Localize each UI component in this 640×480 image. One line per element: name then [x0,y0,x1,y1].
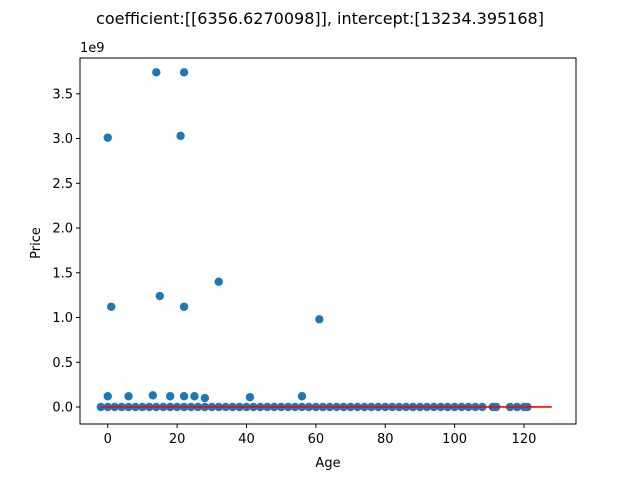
y-offset-label: 1e9 [80,41,105,56]
x-axis-ticks: 0 20 40 60 80 100 120 [104,424,537,447]
scatter-point [179,68,189,77]
chart-title: coefficient:[[6356.6270098]], intercept:… [96,9,544,28]
scatter-point [297,392,307,401]
scatter-point [214,277,223,286]
y-axis-label: Price [29,227,44,259]
y-tick-label: 0.0 [52,400,73,415]
scatter-point [179,302,189,311]
scatter-point [176,131,185,141]
scatter-point [155,291,164,301]
x-tick-label: 60 [308,432,325,447]
x-tick-label: 40 [238,432,255,447]
scatter-point [107,302,116,311]
y-tick-label: 3.0 [52,132,73,147]
y-tick-label: 3.5 [52,87,73,102]
scatter-point [200,393,210,403]
scatter-point [148,391,158,400]
scatter-point [315,315,324,324]
scatter-point [190,392,199,401]
x-tick-label: 100 [442,432,467,447]
plot-area [96,68,552,412]
scatter-point [245,392,255,402]
y-tick-label: 0.5 [52,356,73,371]
x-tick-label: 120 [512,432,537,447]
x-tick-label: 20 [169,432,186,447]
scatter-point [179,392,189,401]
x-tick-label: 0 [104,432,112,447]
scatter-point [103,392,112,401]
y-tick-label: 1.0 [52,311,73,326]
scatter-point [103,133,112,142]
axes-frame [79,57,577,425]
y-tick-label: 2.0 [52,222,73,237]
scatter-point [165,392,175,401]
y-axis-ticks: 0.0 0.5 1.0 1.5 2.0 2.5 3.0 3.5 [52,87,80,415]
scatter-point [124,392,133,401]
y-tick-label: 1.5 [52,266,73,281]
x-axis-label: Age [315,456,340,471]
y-tick-label: 2.5 [52,177,73,192]
scatter-point [152,68,161,77]
x-tick-label: 80 [377,432,394,447]
